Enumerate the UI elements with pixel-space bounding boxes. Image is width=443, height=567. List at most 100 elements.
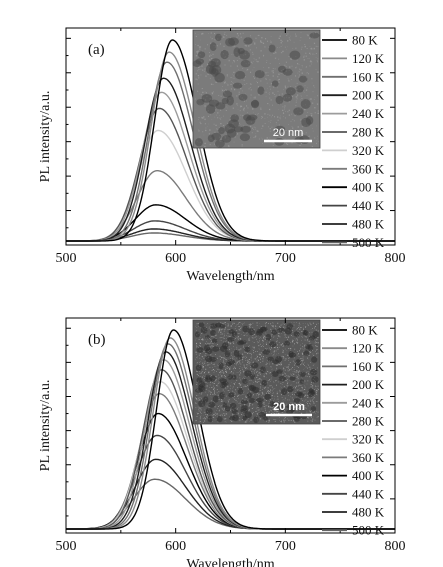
- nanoparticle: [227, 359, 235, 365]
- nanoparticle: [277, 327, 285, 333]
- nanoparticle: [229, 416, 236, 421]
- nanoparticle: [221, 97, 229, 105]
- nanoparticle: [240, 125, 251, 133]
- legend-label: 500 K: [352, 523, 385, 538]
- nanoparticle: [278, 375, 287, 382]
- nanoparticle: [228, 392, 235, 398]
- legend-label: 200 K: [352, 88, 385, 103]
- nanoparticle: [305, 344, 311, 350]
- nanoparticle: [249, 398, 256, 403]
- legend-label: 240 K: [352, 106, 385, 121]
- legend-label: 400 K: [352, 180, 385, 195]
- legend-label: 360 K: [352, 161, 385, 176]
- nanoparticle: [268, 44, 276, 53]
- nanoparticle: [222, 402, 228, 408]
- nanoparticle: [240, 59, 251, 68]
- series-line-80k: [66, 39, 395, 242]
- nanoparticle: [244, 346, 251, 352]
- nanoparticle: [238, 93, 248, 101]
- nanoparticle: [215, 33, 222, 42]
- nanoparticle: [205, 64, 214, 74]
- nanoparticle: [300, 99, 311, 109]
- nanoparticle: [289, 376, 296, 381]
- legend-label: 320 K: [352, 143, 385, 158]
- nanoparticle: [207, 415, 213, 423]
- spectra: [66, 39, 395, 242]
- x-tick-label: 800: [385, 539, 406, 554]
- nanoparticle: [261, 379, 268, 387]
- nanoparticle: [303, 330, 309, 336]
- nanoparticle: [289, 50, 301, 60]
- nanoparticle: [212, 346, 220, 352]
- nanoparticle: [198, 322, 205, 328]
- nanoparticle: [271, 370, 279, 377]
- nanoparticle: [253, 416, 259, 424]
- legend: 80 K 120 K 160 K 200 K 240 K 280 K 320 K 360 K 4…: [322, 323, 385, 538]
- nanoparticle: [196, 377, 203, 383]
- nanoparticle: [219, 392, 225, 400]
- nanoparticle: [212, 395, 219, 403]
- legend-label: 80 K: [352, 323, 378, 338]
- nanoparticle: [286, 386, 294, 393]
- nanoparticle: [233, 349, 240, 357]
- nanoparticle: [281, 388, 288, 396]
- nanoparticle: [229, 402, 237, 409]
- inset-tem-image: 20 nm: [192, 29, 321, 149]
- nanoparticle: [305, 116, 314, 125]
- nanoparticle: [310, 406, 317, 412]
- legend-label: 360 K: [352, 450, 385, 465]
- nanoparticle: [279, 406, 285, 413]
- nanoparticle: [208, 401, 216, 408]
- nanoparticle: [211, 132, 222, 141]
- nanoparticle: [311, 376, 319, 383]
- nanoparticle: [297, 392, 305, 399]
- nanoparticle: [237, 340, 244, 346]
- panel-label: (a): [88, 42, 105, 58]
- x-tick-label: 500: [56, 251, 77, 266]
- nanoparticle: [286, 404, 294, 409]
- nanoparticle: [309, 32, 320, 39]
- x-tick-label: 700: [275, 251, 296, 266]
- legend-label: 440 K: [352, 486, 385, 501]
- nanoparticle: [209, 42, 217, 51]
- nanoparticle: [210, 329, 216, 336]
- nanoparticle: [227, 374, 233, 380]
- nanoparticle: [262, 349, 271, 355]
- nanoparticle: [267, 356, 274, 362]
- nanoparticle: [208, 99, 220, 107]
- nanoparticle: [268, 341, 277, 348]
- nanoparticle: [231, 374, 237, 380]
- legend-label: 120 K: [352, 341, 385, 356]
- nanoparticle: [209, 323, 218, 329]
- nanoparticle: [231, 331, 238, 338]
- nanoparticle: [194, 138, 203, 147]
- x-axis-label: Wavelength/nm: [186, 557, 274, 567]
- series-line-80k: [66, 329, 395, 530]
- nanoparticle: [198, 400, 206, 408]
- nanoparticle: [298, 75, 308, 83]
- nanoparticle: [226, 337, 235, 342]
- nanoparticle: [256, 328, 264, 334]
- x-tick-label: 800: [385, 251, 406, 266]
- nanoparticle: [242, 325, 249, 333]
- nanoparticle: [299, 371, 306, 377]
- nanoparticle: [274, 125, 286, 133]
- nanoparticle: [293, 107, 304, 116]
- nanoparticle: [254, 70, 265, 79]
- nanoparticle: [195, 388, 203, 393]
- nanoparticle: [210, 375, 216, 382]
- nanoparticle: [283, 340, 290, 346]
- nanoparticle: [224, 350, 231, 358]
- nanoparticle: [264, 393, 272, 401]
- nanoparticle: [271, 329, 278, 335]
- nanoparticle: [288, 350, 294, 358]
- nanoparticle: [219, 345, 228, 352]
- nanoparticle: [255, 397, 264, 402]
- nanoparticle: [250, 362, 259, 369]
- nanoparticle: [278, 65, 286, 73]
- y-axis-label: PL intensity/a.u.: [38, 91, 53, 183]
- legend: 80 K 120 K 160 K 200 K 240 K 280 K 320 K 360 K 4…: [322, 33, 385, 250]
- nanoparticle: [271, 80, 279, 87]
- x-tick-label: 600: [165, 251, 186, 266]
